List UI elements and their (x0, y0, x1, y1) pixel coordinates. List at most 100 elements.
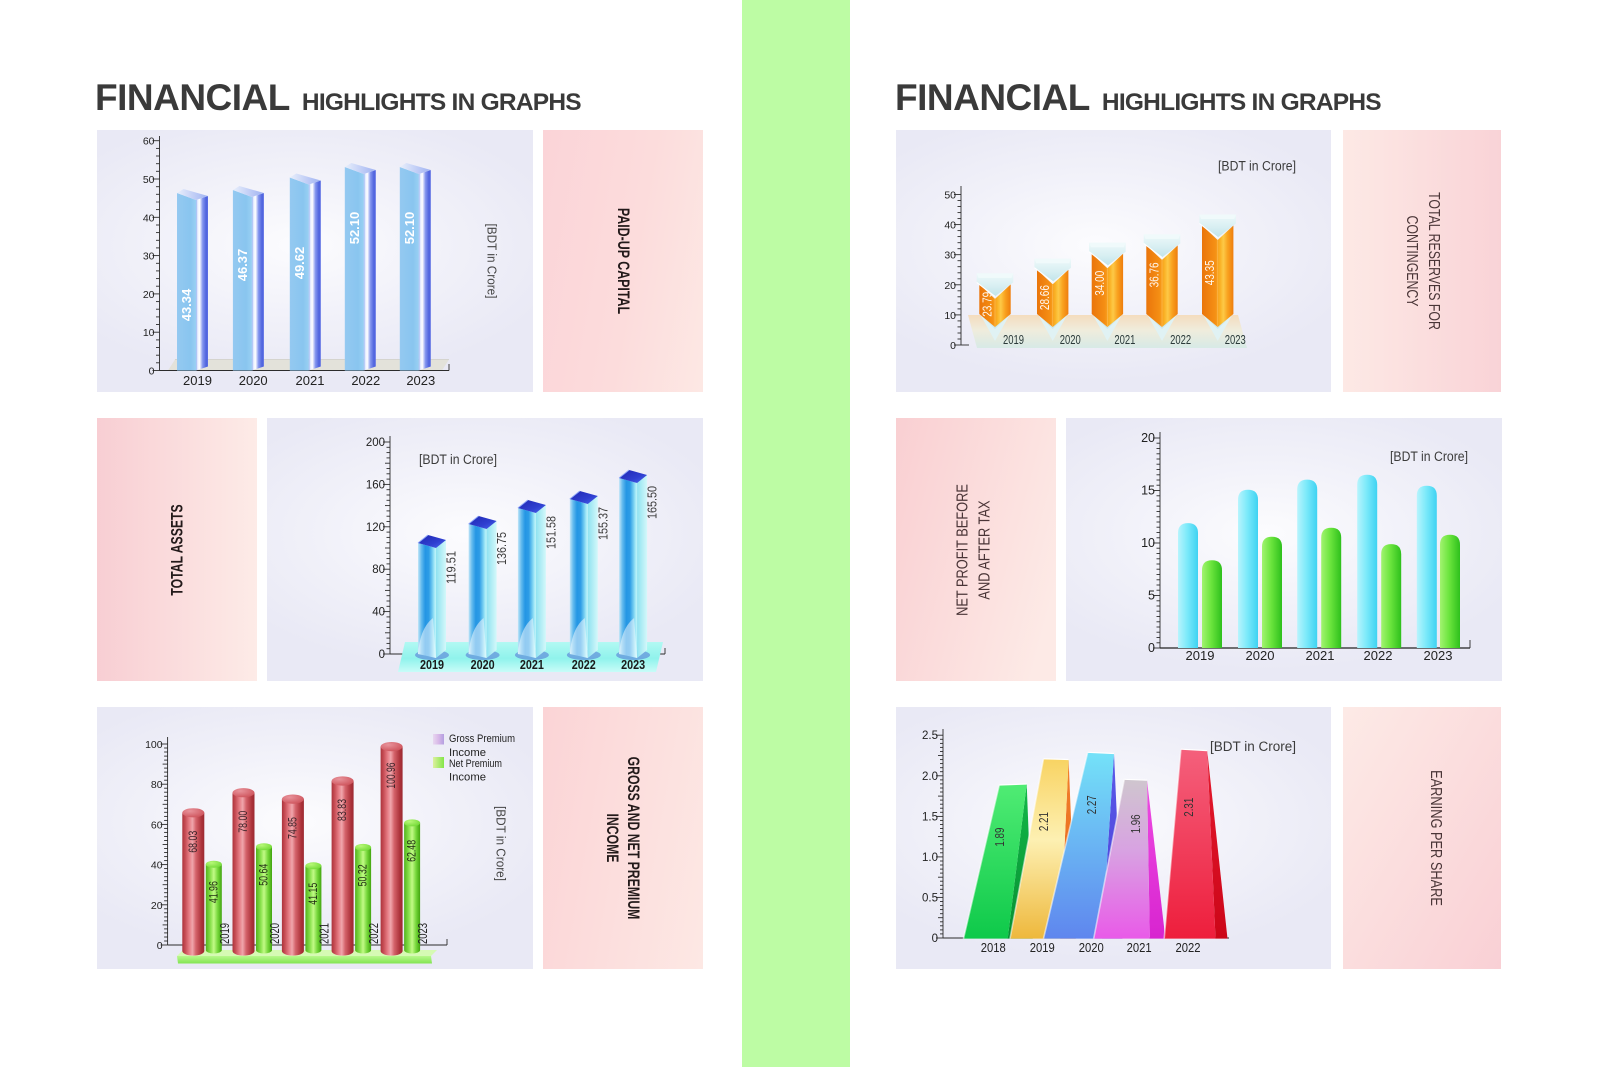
svg-text:30: 30 (944, 250, 956, 262)
svg-text:Income: Income (449, 747, 486, 759)
svg-text:0: 0 (950, 340, 956, 352)
svg-text:2019: 2019 (1003, 333, 1024, 347)
svg-text:[BDT in Crore]: [BDT in Crore] (1390, 449, 1468, 464)
svg-text:[BDT in Crore]: [BDT in Crore] (485, 224, 500, 299)
svg-text:41.96: 41.96 (206, 881, 220, 903)
svg-text:20: 20 (944, 280, 956, 292)
svg-text:20: 20 (143, 289, 155, 301)
svg-text:2019: 2019 (1186, 648, 1215, 663)
svg-text:2019: 2019 (218, 923, 232, 944)
svg-text:119.51: 119.51 (445, 551, 459, 584)
svg-text:2021: 2021 (1114, 333, 1135, 347)
svg-text:60: 60 (143, 136, 155, 148)
svg-text:20: 20 (151, 900, 163, 912)
svg-text:2022: 2022 (351, 373, 380, 388)
svg-text:2020: 2020 (471, 658, 495, 672)
svg-text:40: 40 (143, 212, 155, 224)
svg-text:49.62: 49.62 (292, 247, 307, 280)
svg-text:2020: 2020 (1246, 648, 1275, 663)
svg-text:10: 10 (1141, 536, 1155, 550)
svg-text:34.00: 34.00 (1093, 271, 1107, 296)
svg-text:2.31: 2.31 (1182, 798, 1196, 817)
svg-text:Gross Premium: Gross Premium (449, 733, 515, 745)
svg-text:120: 120 (366, 522, 385, 534)
svg-text:1.5: 1.5 (922, 811, 938, 823)
svg-text:46.37: 46.37 (235, 249, 250, 282)
svg-text:2019: 2019 (420, 658, 444, 672)
svg-text:68.03: 68.03 (186, 831, 200, 853)
svg-text:2019: 2019 (183, 373, 212, 388)
svg-text:30: 30 (143, 251, 155, 263)
svg-text:2021: 2021 (296, 373, 325, 388)
svg-text:2021: 2021 (317, 923, 331, 944)
svg-text:2022: 2022 (1364, 648, 1393, 663)
svg-text:2022: 2022 (367, 923, 381, 944)
svg-text:43.34: 43.34 (179, 288, 194, 321)
svg-text:[BDT in Crore]: [BDT in Crore] (1210, 739, 1296, 754)
svg-text:0.5: 0.5 (922, 892, 938, 904)
svg-text:60: 60 (151, 819, 163, 831)
svg-text:Income: Income (449, 772, 486, 784)
svg-text:2020: 2020 (239, 373, 268, 388)
svg-text:23.79: 23.79 (981, 292, 995, 317)
svg-text:2022: 2022 (1170, 333, 1191, 347)
svg-text:[BDT in Crore]: [BDT in Crore] (1218, 159, 1296, 174)
svg-text:2022: 2022 (572, 658, 596, 672)
svg-text:1.0: 1.0 (922, 852, 938, 864)
svg-text:2020: 2020 (1060, 333, 1081, 347)
svg-text:2.27: 2.27 (1085, 795, 1099, 814)
svg-text:2021: 2021 (1127, 940, 1152, 955)
svg-text:50.32: 50.32 (356, 864, 370, 886)
svg-text:10: 10 (944, 310, 956, 322)
svg-text:2.21: 2.21 (1037, 812, 1051, 831)
svg-text:155.37: 155.37 (596, 507, 610, 540)
svg-text:160: 160 (366, 479, 385, 491)
svg-text:[BDT in Crore]: [BDT in Crore] (494, 806, 509, 881)
svg-text:40: 40 (151, 860, 163, 872)
svg-text:2023: 2023 (416, 923, 430, 944)
svg-text:200: 200 (366, 437, 385, 449)
svg-text:151.58: 151.58 (544, 516, 558, 549)
svg-text:28.66: 28.66 (1038, 285, 1052, 310)
svg-text:80: 80 (372, 564, 385, 576)
svg-text:2023: 2023 (621, 658, 645, 672)
svg-text:0: 0 (149, 366, 155, 378)
svg-text:0: 0 (157, 940, 163, 952)
svg-text:Net Premium: Net Premium (449, 758, 502, 770)
svg-text:15: 15 (1141, 484, 1155, 498)
svg-text:1.89: 1.89 (993, 828, 1007, 847)
svg-text:2020: 2020 (1079, 940, 1104, 955)
svg-text:62.48: 62.48 (405, 840, 419, 862)
svg-text:2019: 2019 (1030, 940, 1055, 955)
svg-text:36.76: 36.76 (1148, 262, 1162, 287)
svg-text:52.10: 52.10 (402, 212, 417, 245)
svg-text:43.35: 43.35 (1203, 260, 1217, 285)
svg-text:2022: 2022 (1176, 940, 1201, 955)
svg-text:136.75: 136.75 (495, 532, 509, 565)
svg-text:[BDT in Crore]: [BDT in Crore] (419, 452, 497, 467)
svg-text:2023: 2023 (406, 373, 435, 388)
svg-text:5: 5 (1148, 589, 1155, 603)
svg-text:50.64: 50.64 (256, 863, 270, 885)
svg-text:2023: 2023 (1424, 648, 1453, 663)
svg-text:80: 80 (151, 779, 163, 791)
svg-text:10: 10 (143, 327, 155, 339)
svg-text:50: 50 (143, 174, 155, 186)
svg-text:40: 40 (944, 220, 956, 232)
svg-text:1.96: 1.96 (1129, 814, 1143, 833)
svg-text:78.00: 78.00 (236, 810, 250, 832)
svg-text:0: 0 (932, 933, 938, 945)
svg-text:165.50: 165.50 (646, 486, 660, 519)
svg-text:2.5: 2.5 (922, 730, 938, 742)
svg-text:2018: 2018 (981, 940, 1006, 955)
svg-text:40: 40 (372, 607, 385, 619)
svg-text:50: 50 (944, 190, 956, 202)
svg-text:20: 20 (1141, 431, 1155, 445)
svg-text:2021: 2021 (520, 658, 544, 672)
svg-text:83.83: 83.83 (335, 799, 349, 821)
svg-text:100: 100 (145, 739, 163, 751)
svg-text:0: 0 (379, 649, 385, 661)
svg-text:2021: 2021 (1306, 648, 1335, 663)
svg-text:41.15: 41.15 (306, 883, 320, 905)
svg-text:100.96: 100.96 (384, 762, 398, 788)
